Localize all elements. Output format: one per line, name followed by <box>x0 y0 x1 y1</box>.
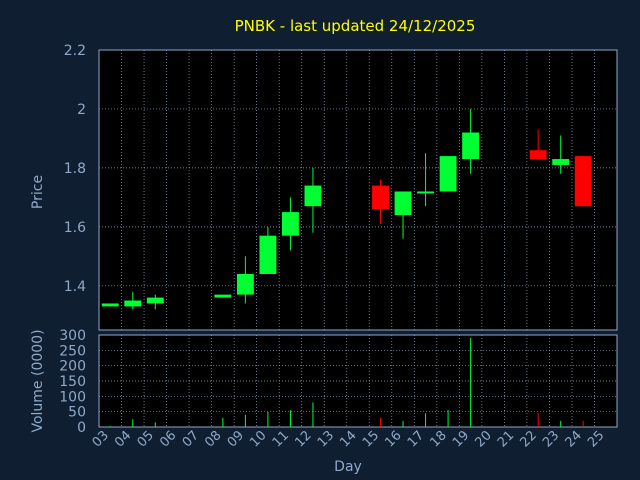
candle-body <box>259 235 277 274</box>
x-tick-label: 11 <box>270 428 292 450</box>
x-tick-label: 25 <box>585 428 607 450</box>
candle-body <box>417 191 435 194</box>
candle-body <box>574 156 592 207</box>
chart-title: PNBK - last updated 24/12/2025 <box>235 17 476 35</box>
volume-tick-label: 200 <box>59 359 86 375</box>
x-tick-label: 18 <box>427 428 449 450</box>
price-axis-label: Price <box>30 175 46 209</box>
candle-body <box>552 159 570 165</box>
price-tick-label: 2.2 <box>64 43 86 59</box>
candle-body <box>462 132 480 160</box>
x-tick-label: 14 <box>337 428 359 450</box>
price-tick-label: 1.4 <box>64 279 86 295</box>
volume-tick-label: 50 <box>68 405 86 421</box>
price-plot-area <box>99 50 617 330</box>
x-tick-label: 23 <box>540 428 562 450</box>
x-tick-label: 22 <box>518 428 540 450</box>
x-tick-label: 13 <box>315 428 337 450</box>
x-tick-label: 08 <box>202 428 224 450</box>
price-plot-border <box>98 49 618 331</box>
x-axis-label: Day <box>334 459 362 475</box>
x-tick-label: 07 <box>180 428 202 450</box>
price-tick-label: 1.6 <box>64 220 86 236</box>
volume-tick-label: 150 <box>59 374 86 390</box>
x-tick-label: 04 <box>112 428 134 450</box>
candle-body <box>372 185 389 210</box>
x-tick-label: 16 <box>382 428 404 450</box>
candle-body <box>394 191 412 216</box>
candle-body <box>236 274 254 295</box>
volume-plot-border <box>98 334 618 428</box>
x-tick-label: 19 <box>450 428 472 450</box>
x-tick-label: 12 <box>292 428 314 450</box>
x-tick-label: 15 <box>360 428 382 450</box>
candle-body <box>529 150 547 160</box>
x-tick-label: 24 <box>563 428 585 450</box>
volume-axis-label: Volume (0000) <box>30 329 46 432</box>
x-tick-label: 20 <box>472 428 494 450</box>
volume-tick-label: 100 <box>59 389 86 405</box>
volume-tick-label: 0 <box>77 420 86 436</box>
candle-body <box>214 294 232 298</box>
candle-body <box>101 303 119 307</box>
x-tick-label: 09 <box>225 428 247 450</box>
x-tick-label: 05 <box>135 428 157 450</box>
x-tick-label: 10 <box>247 428 269 450</box>
candle-body <box>281 212 299 236</box>
volume-tick-label: 300 <box>59 328 86 344</box>
price-tick-label: 1.8 <box>64 161 86 177</box>
candle-body <box>304 185 322 207</box>
candle-body <box>146 297 164 304</box>
x-tick-label: 03 <box>90 428 112 450</box>
volume-tick-label: 250 <box>59 343 86 359</box>
candle-body <box>439 156 457 192</box>
x-tick-label: 06 <box>157 428 179 450</box>
x-tick-label: 21 <box>495 428 517 450</box>
price-tick-label: 2 <box>77 102 86 118</box>
candle-body <box>124 300 142 307</box>
x-tick-label: 17 <box>405 428 427 450</box>
